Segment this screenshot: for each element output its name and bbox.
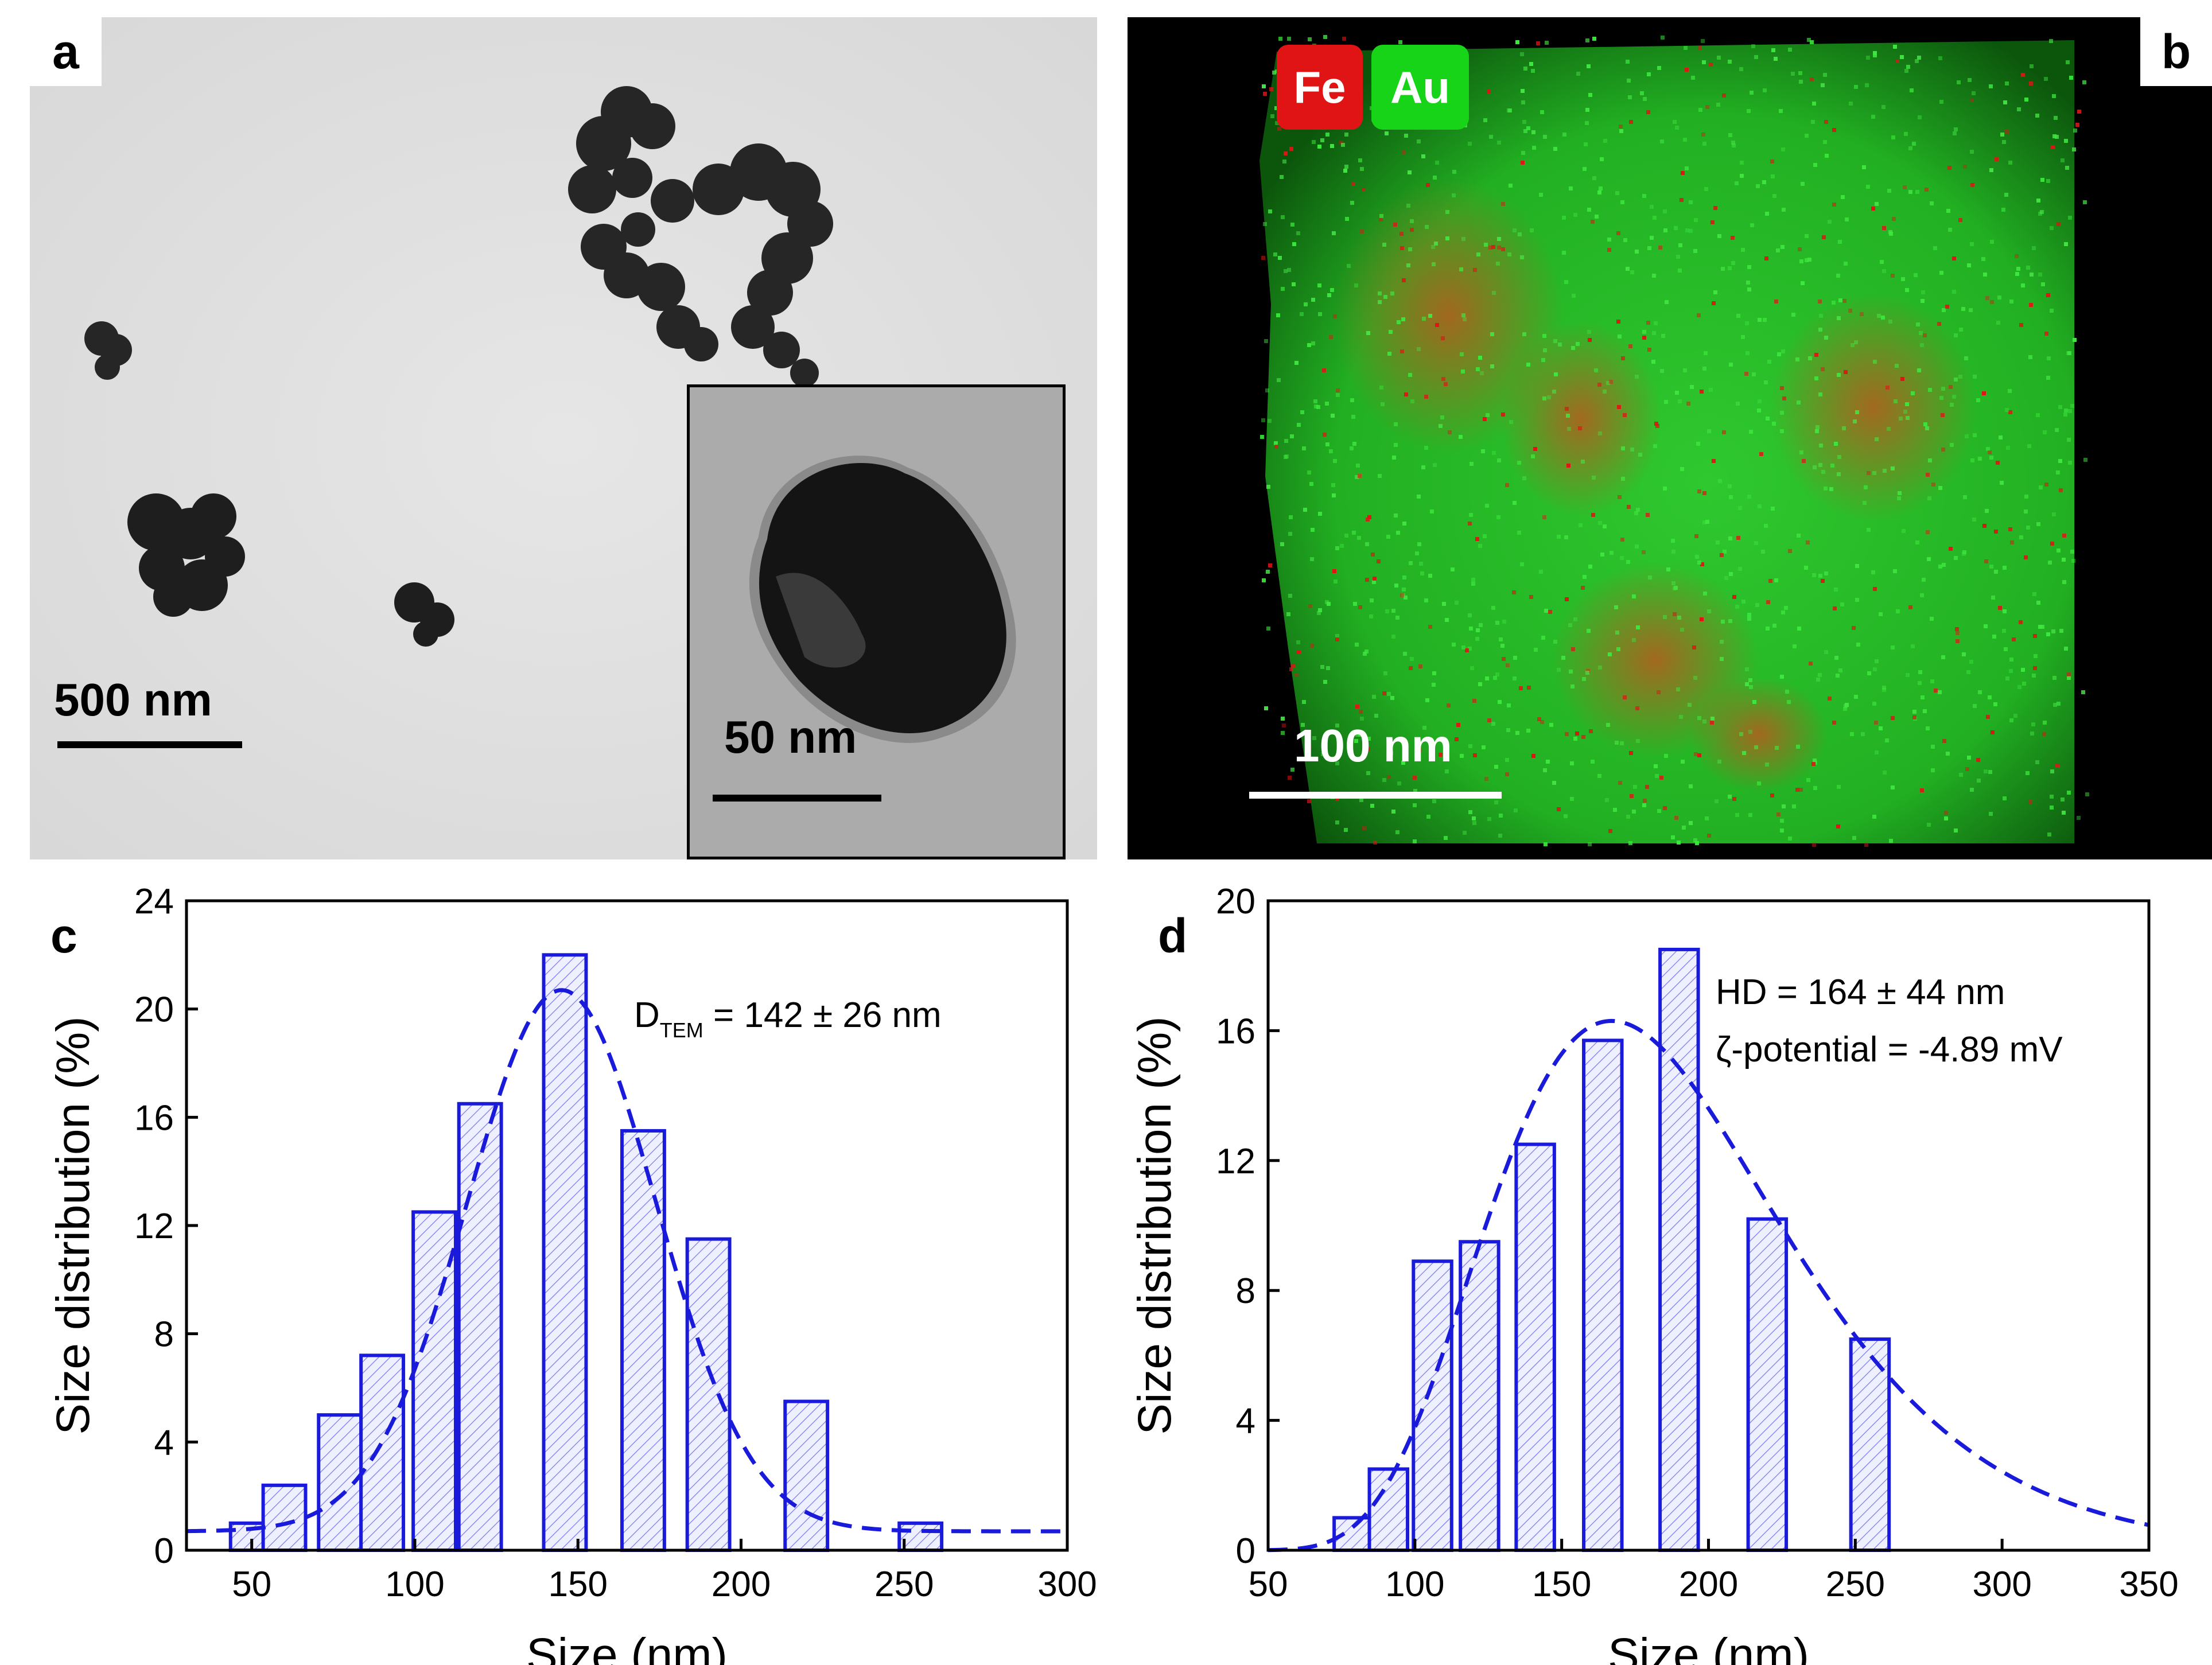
- x-tick-label-4: 250: [1826, 1565, 1885, 1604]
- eds-elemental-map: [1128, 17, 2212, 859]
- histogram-bar-7: [1746, 1217, 1789, 1552]
- x-tick-label-5: 300: [1037, 1565, 1097, 1604]
- y-tick-label-5: 20: [1216, 882, 1255, 921]
- size-distribution-chart-tem: 50 100 150 200 250 300 0 4 8 12 16 20 24 Size (nm) Siz…: [47, 882, 1097, 1665]
- x-tick-label-0: 50: [232, 1565, 271, 1604]
- x-axis-label: Size (nm): [1608, 1629, 1809, 1665]
- histogram-bar-4: [411, 1210, 458, 1552]
- histogram-bar-7: [620, 1129, 666, 1552]
- scale-bar-label-50nm: 50 nm: [724, 711, 857, 763]
- scale-bar-50nm: [713, 795, 881, 802]
- annotation-line-1: ζ-potential = -4.89 mV: [1716, 1030, 2063, 1069]
- y-tick-label-6: 24: [134, 882, 174, 921]
- panel-letter-a: a: [30, 17, 102, 86]
- histogram-bar-3: [359, 1353, 406, 1553]
- histogram-bar-6: [542, 953, 588, 1552]
- particle-small-left: [84, 321, 132, 380]
- histogram-bar-1: [1367, 1467, 1410, 1552]
- histogram-bar-6: [1658, 947, 1700, 1552]
- x-tick-label-6: 350: [2119, 1565, 2178, 1604]
- x-axis-label: Size (nm): [526, 1629, 728, 1665]
- particle-small-middle: [394, 582, 454, 647]
- inset-particle: [749, 456, 1016, 743]
- x-tick-label-0: 50: [1249, 1565, 1288, 1604]
- plot-frame: [1266, 899, 2151, 1552]
- scale-bar-100nm: [1249, 792, 1502, 799]
- size-distribution-chart-dls: 50 100 150 200 250 300 350 0 4 8 12 16 20 Size (nm) Si…: [1129, 882, 2179, 1665]
- histogram-bar-5: [457, 1102, 503, 1552]
- x-tick-label-1: 100: [1385, 1565, 1444, 1604]
- histogram-bar-1: [261, 1483, 308, 1553]
- annotation-dtem: DTEM = 142 ± 26 nm: [634, 995, 942, 1042]
- x-tick-label-3: 200: [712, 1565, 771, 1604]
- y-tick-label-0: 0: [154, 1531, 174, 1571]
- legend-chip-au: Au: [1371, 45, 1469, 130]
- y-tick-label-0: 0: [1236, 1531, 1255, 1571]
- fit-curve: [186, 988, 1067, 1534]
- histogram-bar-8: [685, 1237, 732, 1552]
- histogram-bar-4: [1514, 1142, 1556, 1552]
- x-tick-label-1: 100: [385, 1565, 444, 1604]
- x-tick-label-4: 250: [874, 1565, 934, 1604]
- panel-letter-c: c: [50, 909, 77, 963]
- y-tick-label-3: 12: [134, 1207, 174, 1246]
- y-axis-label: Size distribution (%): [47, 1016, 99, 1434]
- histogram-bar-9: [783, 1399, 830, 1552]
- scale-bar-label-500nm: 500 nm: [54, 674, 212, 725]
- histogram-bar-5: [1582, 1038, 1624, 1552]
- scale-bar-label-100nm: 100 nm: [1294, 720, 1452, 771]
- inset-image: 50 nm: [687, 384, 1066, 859]
- y-tick-label-2: 8: [1236, 1271, 1255, 1311]
- eds-map-panel: b Fe Au 100 nm: [1128, 17, 2212, 859]
- y-tick-label-2: 8: [154, 1315, 174, 1355]
- x-tick-label-2: 150: [1532, 1565, 1591, 1604]
- fit-curve: [1268, 1018, 2149, 1553]
- legend-chip-fe: Fe: [1277, 45, 1363, 130]
- particle-cluster-left: [127, 493, 245, 617]
- x-tick-label-3: 200: [1679, 1565, 1738, 1604]
- x-tick-label-2: 150: [548, 1565, 607, 1604]
- y-tick-label-3: 12: [1216, 1142, 1255, 1181]
- histogram-bar-2: [1412, 1259, 1453, 1552]
- scale-bar-500nm: [57, 741, 242, 748]
- tem-image-panel: a 500 nm 50 nm: [30, 17, 1097, 859]
- particle-cluster-top: [568, 86, 833, 387]
- panel-letter-b: b: [2140, 17, 2212, 86]
- annotation-line-0: HD = 164 ± 44 nm: [1716, 972, 2005, 1012]
- y-tick-label-5: 20: [134, 990, 174, 1030]
- histogram-bar-10: [897, 1521, 944, 1553]
- y-tick-label-4: 16: [1216, 1012, 1255, 1051]
- histogram-bar-3: [1459, 1240, 1500, 1552]
- y-axis-label: Size distribution (%): [1129, 1016, 1181, 1434]
- x-tick-label-5: 300: [1972, 1565, 2031, 1604]
- y-tick-label-1: 4: [1236, 1402, 1255, 1441]
- panel-letter-d: d: [1158, 909, 1187, 963]
- y-tick-label-4: 16: [134, 1098, 174, 1138]
- y-tick-label-1: 4: [154, 1423, 174, 1462]
